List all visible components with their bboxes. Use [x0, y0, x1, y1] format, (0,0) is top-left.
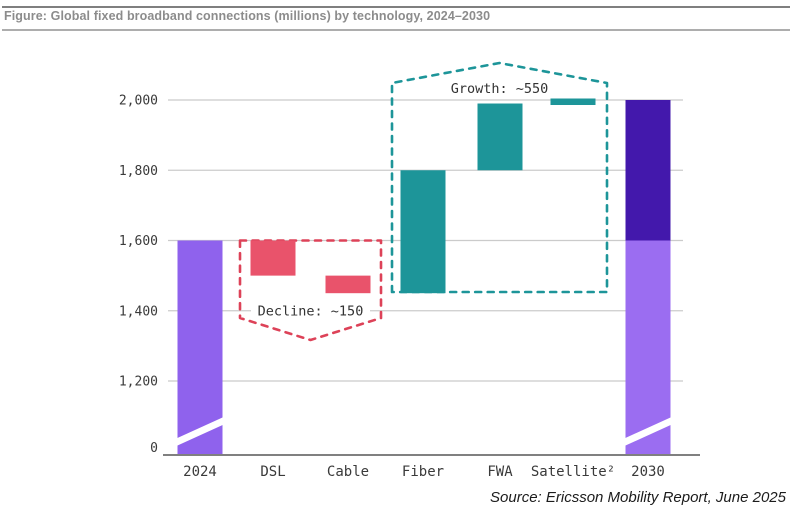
y-tick-label-1600: 1,600: [119, 234, 158, 249]
bar-2024: [177, 240, 223, 455]
bar-fiber: [400, 170, 446, 294]
x-category-label-fwa: FWA: [487, 464, 513, 480]
annotation-decline-group-outline: [238, 239, 383, 342]
y-tick-label-1800: 1,800: [119, 164, 158, 179]
header-bottom-rule: [2, 29, 790, 31]
x-category-label-2024: 2024: [183, 464, 217, 480]
annotation-decline-group-label: Decline: ~150: [258, 304, 364, 320]
annotation-decline-group-label-bg: [251, 302, 370, 319]
annotation-growth-group-label: Growth: ~550: [451, 81, 549, 97]
bar-fwa: [477, 103, 523, 171]
bar-cable: [325, 275, 371, 294]
annotation-growth-group-outline: [390, 61, 609, 294]
bar-2030-axis-break-marker: [619, 415, 677, 448]
source-caption: Source: Ericsson Mobility Report, June 2…: [490, 489, 786, 506]
x-category-label-fiber: Fiber: [402, 464, 444, 480]
bar-2030-segment-0: [625, 240, 671, 455]
y-tick-label-1400: 1,400: [119, 304, 158, 319]
bar-2030-segment-1: [625, 100, 671, 241]
x-category-label-satellite: Satellite²: [531, 464, 615, 480]
bar-dsl: [250, 240, 296, 276]
annotation-growth-group-label-bg: [437, 79, 562, 96]
bar-2024-axis-break-marker: [171, 415, 229, 448]
x-category-label-2030: 2030: [631, 464, 665, 480]
header-top-rule: [2, 6, 790, 8]
waterfall-chart: 0 1,200 1,400 1,600 1,800 2,000 2024 DSL Cable Fi…: [119, 61, 700, 480]
y-tick-label-0: 0: [150, 441, 158, 456]
y-tick-label-1200: 1,200: [119, 375, 158, 390]
x-category-label-cable: Cable: [327, 464, 369, 480]
x-category-label-dsl: DSL: [260, 464, 285, 480]
y-tick-label-2000: 2,000: [119, 94, 158, 109]
figure-title: Figure: Global fixed broadband connectio…: [4, 9, 491, 23]
bar-satellite: [550, 98, 596, 106]
